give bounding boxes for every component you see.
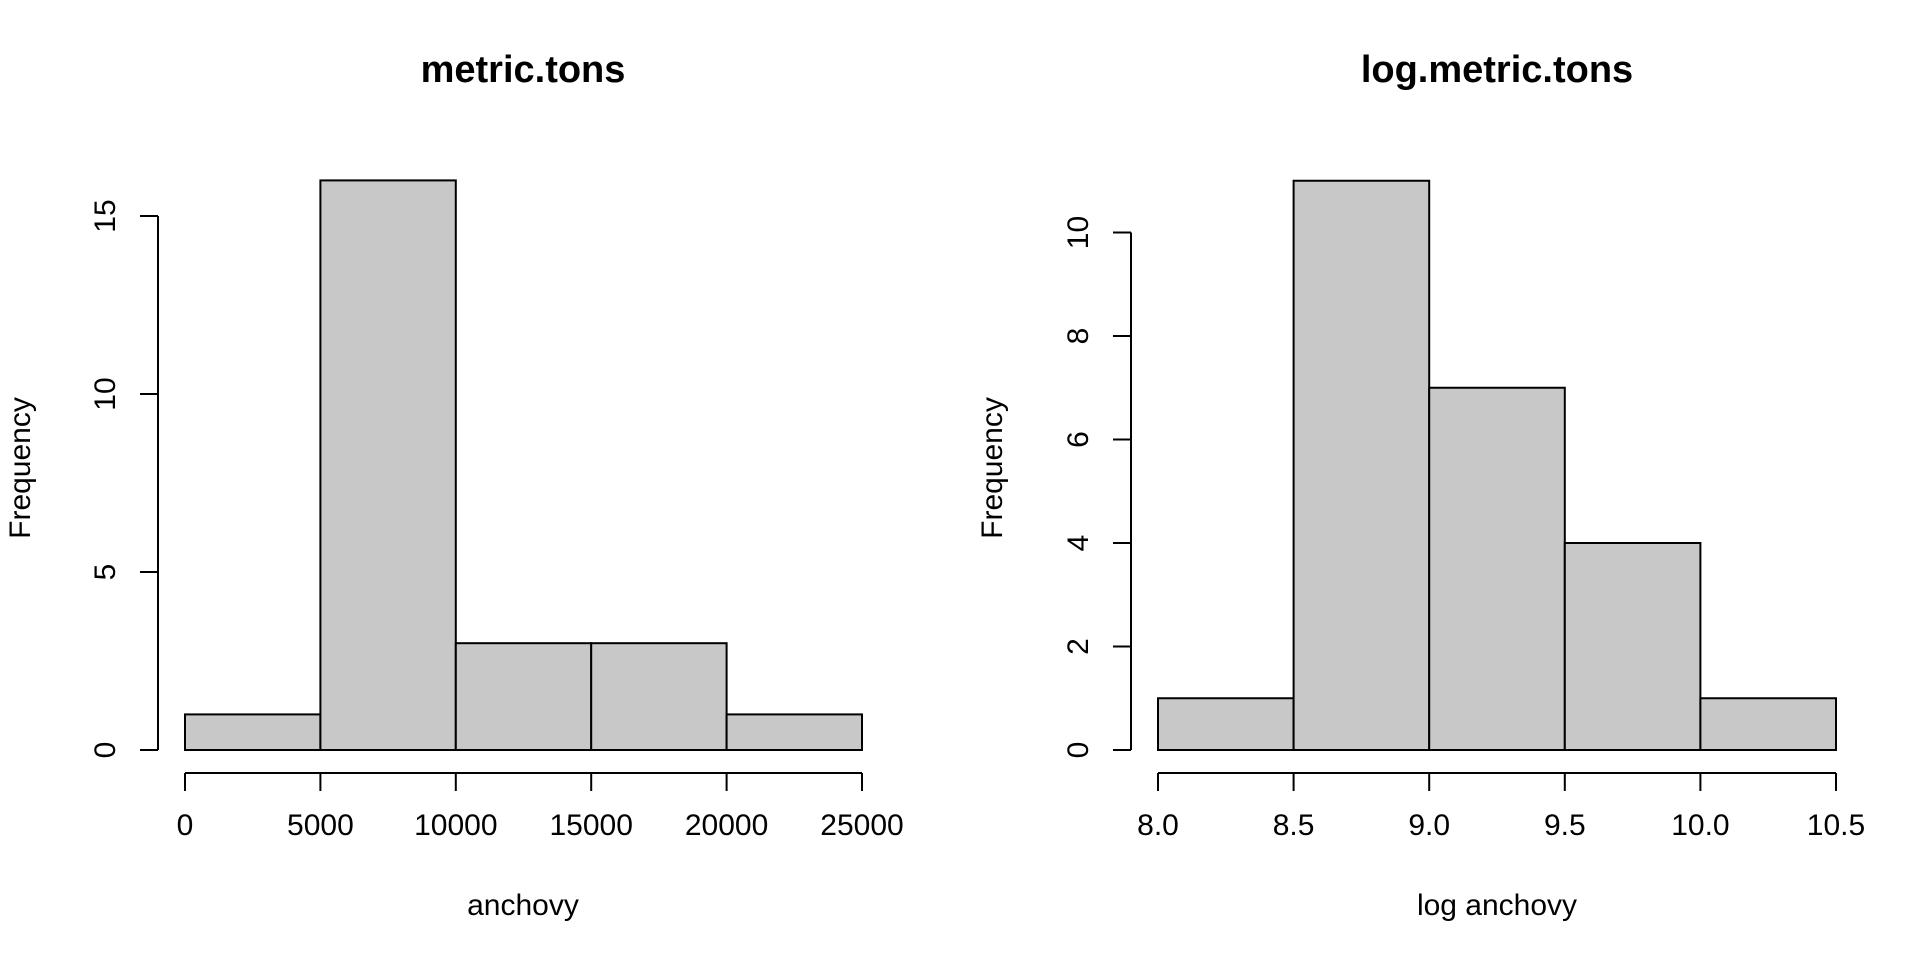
x-tick-label: 9.5 bbox=[1544, 809, 1586, 842]
y-tick-label: 5 bbox=[89, 564, 122, 581]
x-tick-label: 10.0 bbox=[1671, 809, 1729, 842]
x-axis-label: log anchovy bbox=[1417, 889, 1577, 922]
histogram-bar bbox=[184, 713, 322, 752]
y-axis-label: Frequency bbox=[4, 397, 37, 539]
histogram-bar bbox=[319, 179, 457, 751]
x-tick-label: 10000 bbox=[414, 809, 497, 842]
x-axis-label: anchovy bbox=[467, 889, 579, 922]
chart-title: log.metric.tons bbox=[1361, 49, 1633, 91]
y-tick-label: 10 bbox=[1062, 216, 1095, 249]
y-tick-label: 10 bbox=[89, 377, 122, 410]
histogram-bar bbox=[1428, 386, 1566, 751]
chart-title: metric.tons bbox=[421, 49, 626, 91]
histogram-bar bbox=[1699, 697, 1838, 751]
y-tick-label: 6 bbox=[1062, 431, 1095, 448]
histogram-bar bbox=[725, 713, 863, 752]
x-tick-label: 15000 bbox=[549, 809, 632, 842]
x-tick-label: 9.0 bbox=[1408, 809, 1450, 842]
y-tick-label: 0 bbox=[89, 742, 122, 759]
histogram-bar bbox=[1157, 697, 1295, 751]
histogram-bar bbox=[1292, 179, 1431, 751]
x-tick-label: 5000 bbox=[287, 809, 354, 842]
x-tick-label: 0 bbox=[177, 809, 194, 842]
y-tick-label: 8 bbox=[1062, 328, 1095, 345]
histogram-bar bbox=[590, 642, 728, 752]
x-tick-label: 25000 bbox=[820, 809, 903, 842]
histogram-bar bbox=[454, 642, 593, 752]
y-tick-label: 15 bbox=[89, 199, 122, 232]
y-tick-label: 4 bbox=[1062, 535, 1095, 552]
x-tick-label: 20000 bbox=[685, 809, 768, 842]
y-tick-label: 0 bbox=[1062, 742, 1095, 759]
histogram-bar bbox=[1563, 542, 1702, 751]
x-tick-label: 8.0 bbox=[1137, 809, 1179, 842]
x-tick-label: 10.5 bbox=[1807, 809, 1865, 842]
y-tick-label: 2 bbox=[1062, 638, 1095, 655]
x-tick-label: 8.5 bbox=[1273, 809, 1315, 842]
y-axis-label: Frequency bbox=[976, 397, 1009, 539]
